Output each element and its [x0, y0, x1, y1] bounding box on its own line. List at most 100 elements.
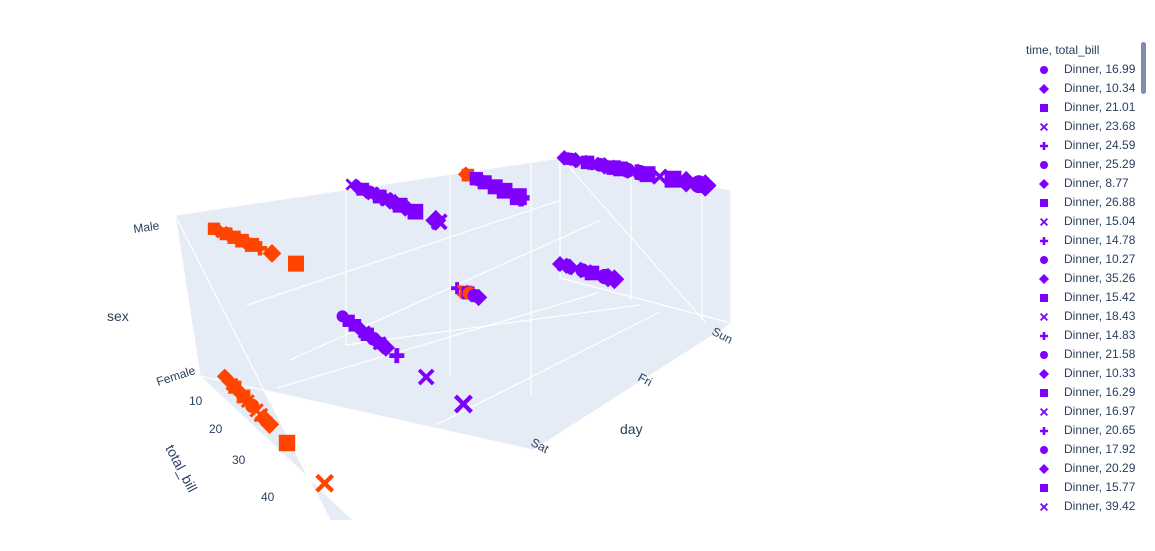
- scatter-point[interactable]: [604, 269, 625, 290]
- scatter-point[interactable]: [210, 222, 226, 239]
- square-marker: [1040, 389, 1048, 397]
- legend-title: time, total_bill: [1026, 43, 1100, 57]
- scatter-point[interactable]: [376, 338, 395, 357]
- scatter-point[interactable]: [315, 473, 335, 493]
- legend-item[interactable]: Dinner, 26.88: [1018, 193, 1142, 212]
- legend-item[interactable]: Dinner, 16.99: [1018, 60, 1142, 79]
- x-marker-icon: [1040, 218, 1048, 226]
- legend-item-label: Dinner, 23.68: [1064, 119, 1136, 133]
- scatter-point[interactable]: [262, 244, 282, 263]
- square-marker-icon: [1040, 199, 1048, 207]
- diamond-marker-icon: [1039, 274, 1049, 284]
- legend-item-label: Dinner, 16.99: [1064, 62, 1136, 76]
- diamond-marker: [1039, 84, 1049, 94]
- legend-item[interactable]: Dinner, 23.68: [1018, 117, 1142, 136]
- scatter-point[interactable]: [651, 168, 668, 185]
- cross-marker-icon: [1040, 142, 1048, 150]
- scatter-point[interactable]: [453, 394, 473, 414]
- grid-line: [559, 277, 732, 324]
- legend-item[interactable]: Dinner, 15.04: [1018, 212, 1142, 231]
- grid-line: [435, 311, 661, 426]
- scatter-point[interactable]: [567, 151, 584, 169]
- legend-item[interactable]: Dinner, 15.42: [1018, 288, 1142, 307]
- square-marker: [1040, 104, 1048, 112]
- scatter-point[interactable]: [693, 174, 717, 197]
- legend-item[interactable]: Dinner, 21.58: [1018, 345, 1142, 364]
- scatter-point[interactable]: [389, 348, 405, 364]
- scatter-point[interactable]: [278, 434, 296, 452]
- legend-item-label: Dinner, 16.29: [1064, 385, 1136, 399]
- square-marker-icon: [1040, 104, 1048, 112]
- scatter-point[interactable]: [451, 282, 464, 295]
- cross-marker-icon: [1040, 237, 1048, 245]
- square-marker: [1040, 484, 1048, 492]
- legend-item[interactable]: Dinner, 16.97: [1018, 402, 1142, 421]
- scatter-point[interactable]: [430, 213, 448, 231]
- x-marker-icon: [1040, 313, 1048, 321]
- diamond-marker: [1039, 369, 1049, 379]
- scatter-point[interactable]: [584, 265, 600, 281]
- legend-item[interactable]: Dinner, 17.92: [1018, 440, 1142, 459]
- scatter-point[interactable]: [407, 203, 424, 220]
- circle-marker-icon: [1040, 351, 1048, 359]
- legend-item[interactable]: Dinner, 25.29: [1018, 155, 1142, 174]
- scatter-point[interactable]: [496, 182, 513, 199]
- legend-scrollbar[interactable]: [1141, 42, 1146, 94]
- legend-item[interactable]: Dinner, 10.33: [1018, 364, 1142, 383]
- legend-item-label: Dinner, 21.01: [1064, 100, 1136, 114]
- legend-item-label: Dinner, 26.88: [1064, 195, 1136, 209]
- scatter-point[interactable]: [252, 241, 268, 256]
- circle-marker-icon: [1040, 446, 1048, 454]
- legend[interactable]: time, total_bill Dinner, 16.99 Dinner, 10…: [1018, 40, 1148, 516]
- square-marker-icon: [1040, 484, 1048, 492]
- legend-item-label: Dinner, 15.04: [1064, 214, 1136, 228]
- z-tick-label: Female: [155, 363, 198, 389]
- circle-marker-icon: [1040, 66, 1048, 74]
- grid-line: [289, 219, 602, 361]
- diamond-marker: [1039, 464, 1049, 474]
- legend-item-label: Dinner, 39.42: [1064, 499, 1136, 513]
- legend-item-label: Dinner, 20.65: [1064, 423, 1136, 437]
- scatter-point[interactable]: [469, 288, 488, 307]
- legend-item[interactable]: Dinner, 10.27: [1018, 250, 1142, 269]
- y-tick-label: 30: [232, 453, 246, 467]
- scene-left-wall: [175, 215, 353, 520]
- diamond-marker-icon: [1039, 464, 1049, 474]
- scatter-point[interactable]: [287, 255, 305, 272]
- legend-item[interactable]: Dinner, 21.01: [1018, 98, 1142, 117]
- legend-item[interactable]: Dinner, 20.29: [1018, 459, 1142, 478]
- scatter-point[interactable]: [417, 368, 435, 386]
- diamond-marker-icon: [1039, 179, 1049, 189]
- legend-item-label: Dinner, 15.77: [1064, 480, 1136, 494]
- legend-item[interactable]: Dinner, 15.77: [1018, 478, 1142, 497]
- legend-item[interactable]: Dinner, 39.42: [1018, 497, 1142, 516]
- legend-item[interactable]: Dinner, 35.26: [1018, 269, 1142, 288]
- legend-item[interactable]: Dinner, 16.29: [1018, 383, 1142, 402]
- circle-marker: [1040, 351, 1048, 359]
- legend-item[interactable]: Dinner, 18.43: [1018, 307, 1142, 326]
- square-marker-icon: [1040, 389, 1048, 397]
- scatter-point[interactable]: [260, 414, 280, 434]
- legend-item[interactable]: Dinner, 14.83: [1018, 326, 1142, 345]
- legend-item[interactable]: Dinner, 14.78: [1018, 231, 1142, 250]
- legend-items: Dinner, 16.99 Dinner, 10.34 Dinner, 21.01 D…: [1018, 60, 1142, 516]
- legend-item[interactable]: Dinner, 24.59: [1018, 136, 1142, 155]
- legend-item-label: Dinner, 21.58: [1064, 347, 1136, 361]
- legend-item-label: Dinner, 20.29: [1064, 461, 1136, 475]
- cross-marker-icon: [1040, 427, 1048, 435]
- scatter-point[interactable]: [639, 166, 656, 183]
- circle-marker: [1040, 66, 1048, 74]
- legend-item[interactable]: Dinner, 10.34: [1018, 79, 1142, 98]
- legend-item[interactable]: Dinner, 8.77: [1018, 174, 1142, 193]
- grid-line: [276, 292, 599, 389]
- x-tick-label: Sun: [710, 324, 735, 346]
- scatter-point[interactable]: [561, 258, 578, 276]
- scatter-point[interactable]: [512, 189, 530, 207]
- x-marker: [1040, 218, 1048, 226]
- diamond-marker: [1039, 179, 1049, 189]
- scatter-point[interactable]: [254, 408, 274, 428]
- circle-marker: [1040, 161, 1048, 169]
- legend-item[interactable]: Dinner, 20.65: [1018, 421, 1142, 440]
